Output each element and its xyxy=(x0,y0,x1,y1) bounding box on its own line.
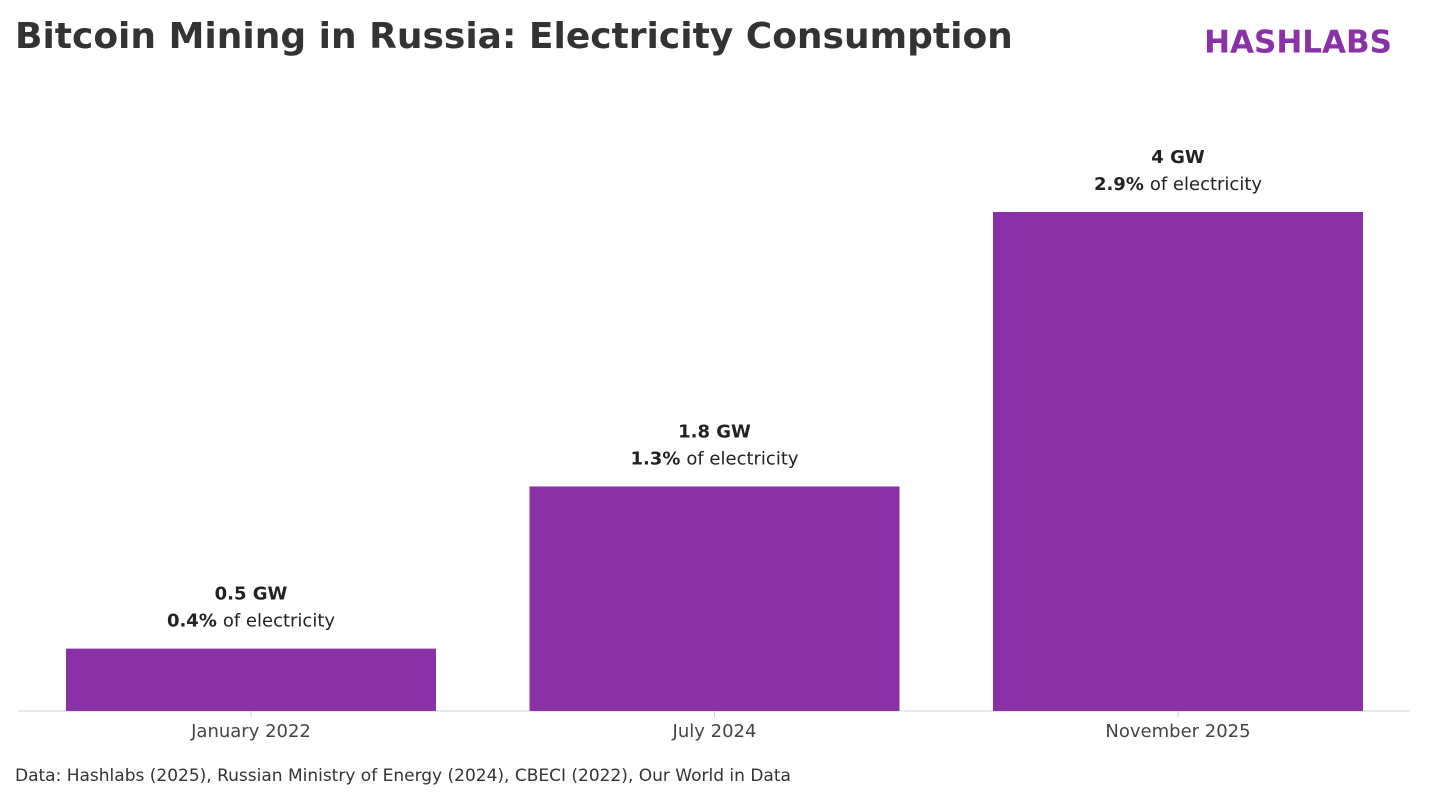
share-label: 1.3% of electricity xyxy=(630,448,798,469)
share-text: of electricity xyxy=(1150,174,1263,195)
source-note: Data: Hashlabs (2025), Russian Ministry … xyxy=(15,766,791,786)
x-tick-label: November 2025 xyxy=(1105,721,1250,742)
value-label: 0.5 GW xyxy=(215,584,288,605)
chart-title: Bitcoin Mining in Russia: Electricity Co… xyxy=(15,16,1013,57)
share-value: 0.4% xyxy=(167,611,217,632)
brand-logo: HASHLABS xyxy=(1204,25,1392,61)
bar xyxy=(66,648,436,711)
bar xyxy=(993,212,1363,711)
value-label: 1.8 GW xyxy=(678,421,751,442)
x-tick-label: January 2022 xyxy=(190,721,311,742)
share-text: of electricity xyxy=(223,611,336,632)
bar xyxy=(529,486,900,711)
share-text: of electricity xyxy=(686,448,799,469)
x-tick-label: July 2024 xyxy=(672,721,757,742)
value-label: 4 GW xyxy=(1151,147,1205,168)
share-value: 1.3% xyxy=(630,448,680,469)
share-value: 2.9% xyxy=(1094,174,1144,195)
share-label: 0.4% of electricity xyxy=(167,611,335,632)
share-label: 2.9% of electricity xyxy=(1094,174,1262,195)
